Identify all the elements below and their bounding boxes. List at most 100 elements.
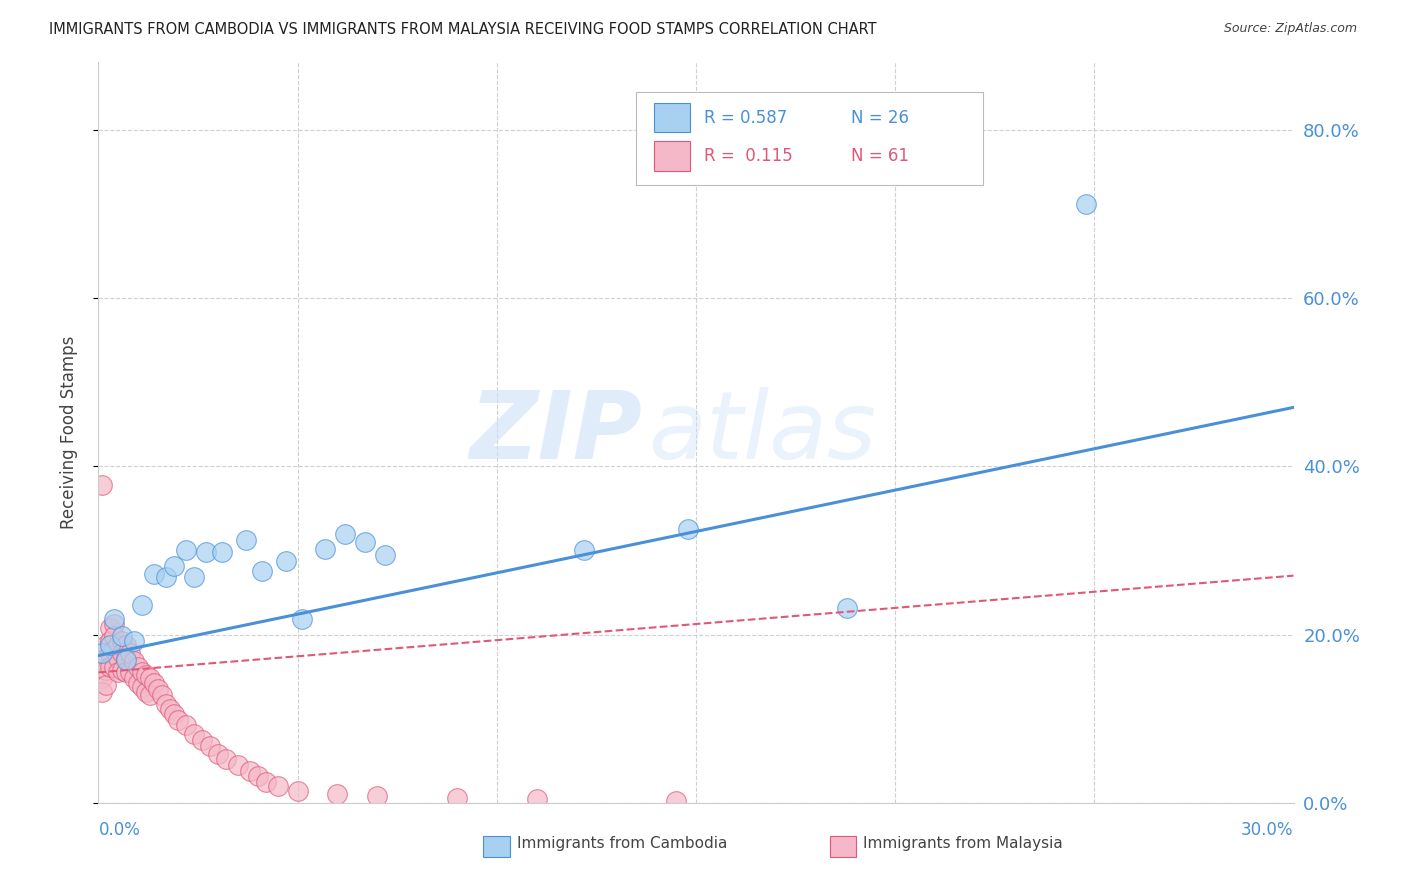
Text: Source: ZipAtlas.com: Source: ZipAtlas.com	[1223, 22, 1357, 36]
Point	[103, 612, 125, 626]
Y-axis label: Receiving Food Stamps: Receiving Food Stamps	[59, 336, 77, 529]
Point	[103, 642, 125, 657]
Point	[131, 680, 153, 694]
Point	[163, 707, 186, 722]
Point	[96, 663, 118, 677]
Text: R =  0.115: R = 0.115	[704, 147, 793, 165]
Text: N = 61: N = 61	[852, 147, 910, 165]
Point	[254, 774, 277, 789]
Point	[174, 543, 197, 558]
Point	[111, 646, 134, 660]
Point	[215, 752, 238, 766]
Point	[446, 790, 468, 805]
Point	[107, 651, 129, 665]
Point	[103, 617, 125, 632]
FancyBboxPatch shape	[654, 103, 690, 132]
Point	[837, 600, 859, 615]
Point	[665, 794, 688, 808]
Point	[1076, 196, 1098, 211]
Point	[183, 570, 205, 584]
Point	[115, 653, 138, 667]
Point	[111, 634, 134, 648]
Point	[291, 612, 314, 626]
Point	[191, 732, 214, 747]
Point	[124, 634, 146, 648]
Point	[124, 671, 146, 685]
Point	[103, 629, 125, 643]
Point	[91, 685, 114, 699]
Point	[91, 655, 114, 669]
Point	[676, 522, 699, 536]
Point	[91, 477, 114, 491]
Point	[148, 682, 170, 697]
Point	[96, 638, 118, 652]
Point	[96, 678, 118, 692]
Text: Immigrants from Malaysia: Immigrants from Malaysia	[863, 836, 1063, 851]
Point	[574, 543, 596, 558]
FancyBboxPatch shape	[830, 836, 856, 857]
Point	[135, 685, 157, 699]
Point	[155, 697, 177, 711]
Point	[124, 655, 146, 669]
Point	[267, 779, 290, 793]
Point	[374, 548, 396, 562]
Point	[131, 598, 153, 612]
Point	[103, 659, 125, 673]
Point	[155, 570, 177, 584]
Point	[139, 688, 162, 702]
Point	[335, 526, 357, 541]
Point	[98, 621, 122, 635]
Point	[111, 663, 134, 677]
Point	[526, 792, 548, 806]
Point	[127, 659, 149, 673]
Point	[98, 634, 122, 648]
Point	[115, 638, 138, 652]
Point	[111, 629, 134, 643]
Point	[135, 668, 157, 682]
Point	[120, 646, 142, 660]
Point	[207, 747, 229, 761]
Point	[150, 688, 173, 702]
Point	[274, 553, 297, 567]
Point	[139, 671, 162, 685]
Point	[195, 545, 218, 559]
Point	[159, 701, 181, 715]
Point	[163, 558, 186, 573]
Text: Immigrants from Cambodia: Immigrants from Cambodia	[517, 836, 727, 851]
Point	[127, 676, 149, 690]
FancyBboxPatch shape	[484, 836, 509, 857]
Point	[98, 659, 122, 673]
Point	[211, 545, 233, 559]
Point	[143, 676, 166, 690]
Point	[198, 739, 221, 753]
Text: IMMIGRANTS FROM CAMBODIA VS IMMIGRANTS FROM MALAYSIA RECEIVING FOOD STAMPS CORRE: IMMIGRANTS FROM CAMBODIA VS IMMIGRANTS F…	[49, 22, 877, 37]
Text: N = 26: N = 26	[852, 109, 910, 127]
Point	[174, 718, 197, 732]
Text: R = 0.587: R = 0.587	[704, 109, 787, 127]
Point	[131, 665, 153, 680]
Point	[120, 665, 142, 680]
Point	[287, 784, 309, 798]
Point	[115, 651, 138, 665]
Point	[246, 769, 269, 783]
Point	[107, 638, 129, 652]
Point	[115, 665, 138, 680]
FancyBboxPatch shape	[637, 92, 983, 185]
Point	[250, 565, 273, 579]
FancyBboxPatch shape	[654, 141, 690, 170]
Point	[235, 533, 257, 548]
Point	[91, 671, 114, 685]
Point	[167, 714, 190, 728]
Point	[183, 727, 205, 741]
Text: 30.0%: 30.0%	[1241, 822, 1294, 839]
Text: atlas: atlas	[648, 387, 876, 478]
Point	[315, 541, 337, 556]
Point	[91, 646, 114, 660]
Text: ZIP: ZIP	[470, 386, 643, 479]
Point	[366, 789, 388, 803]
Point	[226, 758, 249, 772]
Point	[326, 788, 349, 802]
Point	[107, 665, 129, 680]
Point	[239, 764, 262, 778]
Point	[354, 535, 377, 549]
